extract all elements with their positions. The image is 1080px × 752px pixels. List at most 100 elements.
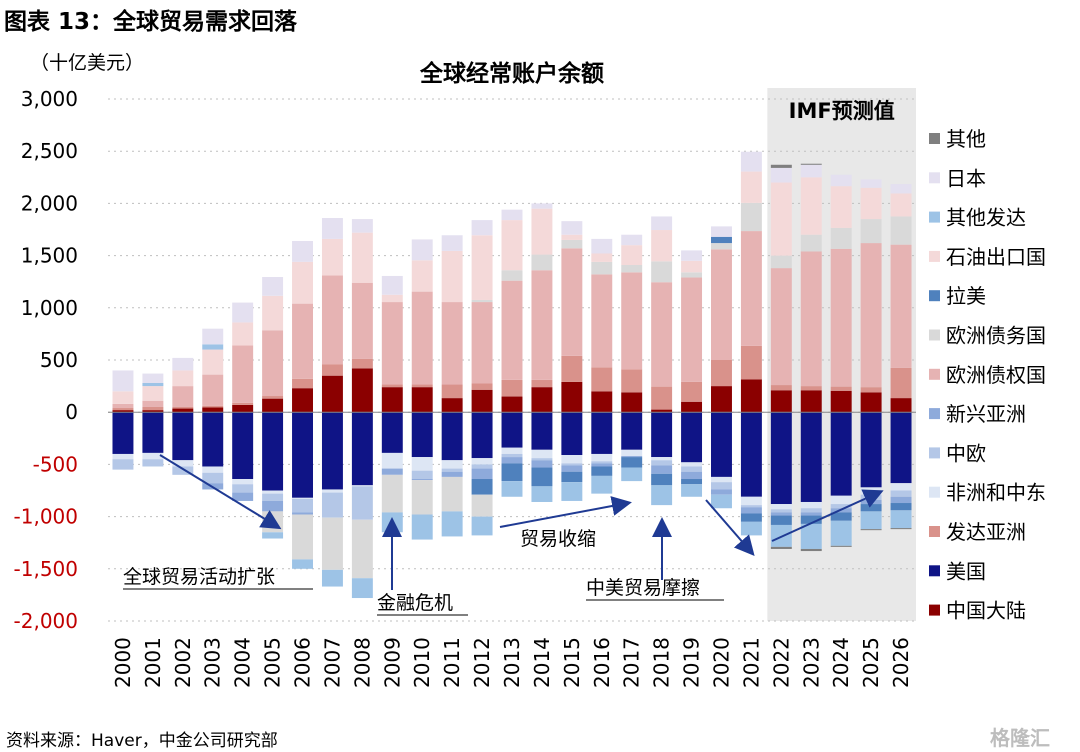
bar-em_asia-2015: [561, 465, 583, 472]
bar-adv_asia-2016: [591, 367, 613, 392]
bar-oil-2021: [740, 171, 762, 203]
bar-em_asia-2005: [262, 500, 284, 512]
bar-euro_creditor-2011: [441, 302, 463, 385]
arrow-covid-up: [771, 489, 884, 542]
bar-euro_creditor-2003: [202, 374, 224, 406]
bar-euro_creditor-2017: [621, 272, 643, 370]
bar-euro_creditor-2001: [142, 400, 164, 407]
bar-latam-2016: [591, 466, 613, 476]
bar-adv_asia-2022: [770, 385, 792, 391]
bar-euro_debtor-2008: [351, 519, 373, 579]
y-tick-label: -2,000: [14, 609, 78, 633]
bar-euro_debtor-2017: [621, 264, 643, 273]
legend-label-china: 中国大陆: [946, 599, 1026, 623]
y-tick-label: 1,000: [21, 296, 78, 320]
bar-china-2021: [740, 379, 762, 413]
bar-euro_creditor-2000: [112, 403, 134, 409]
bar-oil-2008: [351, 232, 373, 283]
bar-adv_asia-2009: [381, 384, 403, 388]
bar-ceec-2016: [591, 461, 613, 464]
legend-swatch-euro_debtor: [929, 329, 940, 341]
bar-euro_creditor-2014: [531, 270, 553, 380]
bar-usa-2018: [651, 412, 673, 458]
bar-other_adv-2024: [830, 520, 852, 546]
bar-other_adv-2014: [531, 486, 553, 502]
bar-oil-2010: [411, 260, 433, 292]
bar-china-2014: [531, 387, 553, 413]
bar-africa_me-2013: [501, 447, 523, 454]
bar-em_asia-2004: [232, 492, 254, 501]
legend-swatch-china: [929, 604, 940, 616]
x-tick-label: 2026: [889, 637, 913, 688]
bar-ceec-2024: [830, 504, 852, 509]
bar-adv_asia-2010: [411, 384, 433, 388]
y-tick-label: 2,500: [21, 139, 78, 163]
bar-usa-2013: [501, 412, 523, 448]
bar-usa-2022: [770, 412, 792, 505]
bar-japan-2025: [860, 179, 882, 188]
y-tick-label: 3,000: [21, 87, 78, 111]
bar-adv_asia-2025: [860, 387, 882, 393]
bar-japan-2008: [351, 219, 373, 233]
bar-china-2025: [860, 392, 882, 413]
bar-adv_asia-2000: [112, 408, 134, 411]
bar-other_adv-2020: [711, 494, 732, 509]
bar-other-2026: [890, 528, 912, 530]
bar-latam-2022: [770, 515, 792, 525]
bar-euro_creditor-2020: [711, 249, 732, 360]
bar-adv_asia-2007: [321, 364, 343, 376]
bar-euro_debtor-2015: [561, 239, 583, 249]
bar-oil-2003: [202, 349, 224, 375]
bar-euro_creditor-2010: [411, 291, 433, 385]
bar-ceec-2020: [711, 482, 732, 490]
x-tick-label: 2024: [829, 637, 853, 688]
legend-swatch-ceec: [929, 447, 940, 459]
bar-latam-2026: [890, 503, 912, 511]
bar-euro_debtor-2011: [441, 476, 463, 512]
legend-swatch-latam: [929, 290, 940, 302]
bar-euro_debtor-2016: [591, 261, 613, 275]
bar-africa_me-2026: [890, 483, 912, 491]
bar-usa-2025: [860, 412, 882, 488]
annotation-trade-shrink: 贸易收缩: [520, 528, 596, 550]
bar-china-2020: [711, 386, 732, 413]
bar-africa_me-2017: [621, 449, 643, 457]
bar-em_asia-2014: [531, 460, 553, 468]
bar-euro_debtor-2023: [800, 234, 822, 252]
legend-swatch-oil: [929, 250, 940, 262]
bar-china-2017: [621, 392, 643, 413]
legend-label-other_adv: 其他发达: [946, 206, 1026, 230]
chart-title: 全球经常账户余额: [420, 61, 604, 87]
x-tick-label: 2000: [111, 637, 135, 688]
bar-euro_creditor-2004: [232, 345, 254, 403]
legend-label-em_asia: 新兴亚洲: [946, 402, 1026, 426]
bar-adv_asia-2019: [681, 381, 703, 402]
bar-euro_creditor-2007: [321, 275, 343, 365]
bar-euro_creditor-2018: [651, 282, 673, 387]
bar-em_asia-2009: [381, 468, 403, 475]
bar-oil-2023: [800, 177, 822, 235]
bar-em_asia-2017: [621, 456, 643, 458]
y-tick-label: -500: [33, 452, 78, 476]
bar-other_adv-2026: [890, 510, 912, 529]
bar-usa-2010: [411, 412, 433, 458]
bar-usa-2026: [890, 412, 912, 484]
bar-china-2010: [411, 387, 433, 413]
bar-usa-2007: [321, 412, 343, 490]
bar-china-2001: [142, 410, 164, 413]
bar-usa-2003: [202, 412, 224, 467]
bar-oil-2014: [531, 208, 553, 255]
x-tick-label: 2007: [320, 637, 344, 688]
bar-adv_asia-2021: [740, 345, 762, 380]
bar-adv_asia-2012: [471, 383, 493, 390]
bar-euro_creditor-2026: [890, 244, 912, 368]
bar-oil-2026: [890, 193, 912, 217]
bar-other_adv-2007: [321, 569, 343, 587]
bar-china-2002: [172, 408, 194, 413]
bar-japan-2002: [172, 357, 194, 371]
bar-africa_me-2000: [112, 453, 134, 460]
x-tick-label: 2019: [680, 637, 704, 688]
x-tick-label: 2003: [201, 637, 225, 688]
bar-africa_me-2006: [292, 497, 313, 499]
bar-euro_debtor-2019: [681, 272, 703, 278]
